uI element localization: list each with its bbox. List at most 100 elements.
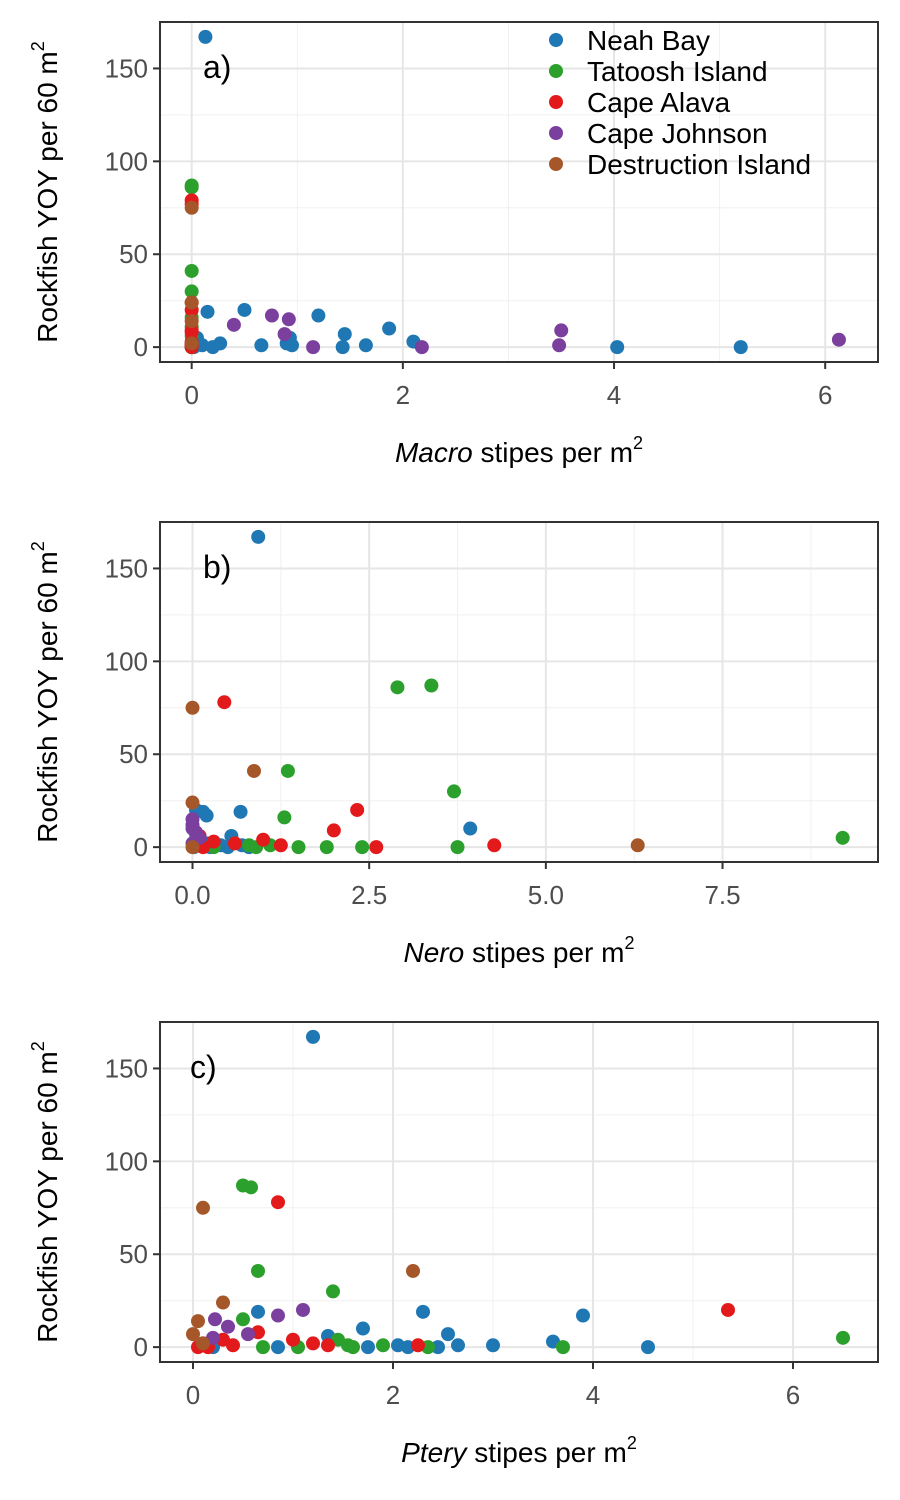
y-tick-label-a: 0 <box>134 332 148 362</box>
point-destruction-island-b <box>630 838 645 853</box>
point-cape-alava-c <box>286 1332 300 1347</box>
point-neah-bay-b <box>463 821 478 836</box>
point-neah-bay-a <box>284 338 299 353</box>
legend-marker-destruction-island <box>549 157 563 171</box>
point-neah-bay-c <box>416 1304 430 1319</box>
ticks-a: 0 2 4 6 0 50 100 150 <box>105 53 833 410</box>
point-neah-bay-c <box>431 1340 445 1355</box>
legend-marker-cape-alava <box>549 95 563 109</box>
point-neah-bay-a <box>205 340 220 355</box>
panel-label-b: b) <box>203 549 231 585</box>
point-destruction-island-b <box>185 795 200 810</box>
plot-border-c <box>159 1021 879 1363</box>
point-cape-alava-b <box>487 838 502 853</box>
point-tatoosh-island-b <box>390 680 405 695</box>
y-axis-label-b: Rockfish YOY per 60 m2 <box>28 541 63 843</box>
point-neah-bay-c <box>441 1327 455 1342</box>
plot-border-a <box>159 21 879 363</box>
panel-c: 0 2 4 6 0 50 100 150 c) Ptery stipes per m2 Roc… <box>28 1021 879 1468</box>
point-tatoosh-island-c <box>251 1263 265 1278</box>
point-neah-bay-a <box>358 338 373 353</box>
point-tatoosh-island-b <box>424 678 439 693</box>
legend-label-tatoosh-island: Tatoosh Island <box>587 56 768 87</box>
legend-label-neah-bay: Neah Bay <box>587 25 710 56</box>
point-neah-bay-c <box>576 1308 590 1323</box>
point-neah-bay-c <box>271 1340 285 1355</box>
legend-label-cape-johnson: Cape Johnson <box>587 118 768 149</box>
point-cape-alava-b <box>206 834 221 849</box>
point-neah-bay-c <box>641 1340 655 1355</box>
point-destruction-island-b <box>246 763 261 778</box>
point-neah-bay-c <box>486 1338 500 1353</box>
x-tick-label-b: 2.5 <box>351 880 387 910</box>
point-cape-johnson-a <box>831 332 846 347</box>
point-cape-johnson-c <box>221 1319 235 1334</box>
point-cape-alava-b <box>326 823 341 838</box>
point-neah-bay-a <box>200 304 215 319</box>
point-neah-bay-c <box>356 1321 370 1336</box>
point-neah-bay-c <box>306 1029 320 1044</box>
point-tatoosh-island-c <box>256 1340 270 1355</box>
x-axis-label-c: Ptery stipes per m2 <box>401 1433 637 1468</box>
point-neah-bay-a <box>382 321 397 336</box>
point-tatoosh-island-b <box>291 840 306 855</box>
legend-label-destruction-island: Destruction Island <box>587 149 811 180</box>
x-tick-label-b: 0.0 <box>174 880 210 910</box>
x-tick-label-a: 6 <box>818 380 832 410</box>
point-neah-bay-a <box>335 340 350 355</box>
y-tick-label-c: 150 <box>105 1053 148 1083</box>
point-tatoosh-island-a <box>184 180 199 195</box>
point-cape-johnson-c <box>208 1312 222 1327</box>
point-tatoosh-island-b <box>277 810 292 825</box>
point-cape-johnson-a <box>281 312 296 327</box>
point-cape-johnson-a <box>226 317 241 332</box>
point-neah-bay-a <box>610 340 625 355</box>
point-cape-alava-b <box>256 832 271 847</box>
point-tatoosh-island-c <box>326 1284 340 1299</box>
point-cape-alava-b <box>273 838 288 853</box>
point-destruction-island-c <box>191 1314 205 1329</box>
point-destruction-island-a <box>184 314 199 329</box>
point-neah-bay-a <box>311 308 326 323</box>
point-destruction-island-c <box>406 1263 420 1278</box>
point-destruction-island-c <box>196 1200 210 1215</box>
point-cape-alava-c <box>321 1338 335 1353</box>
y-tick-label-c: 50 <box>119 1239 148 1269</box>
x-tick-label-a: 2 <box>396 380 410 410</box>
y-axis-label-a: Rockfish YOY per 60 m2 <box>28 41 63 343</box>
point-cape-alava-c <box>411 1338 425 1353</box>
point-cape-johnson-a <box>264 308 279 323</box>
y-tick-label-b: 0 <box>134 832 148 862</box>
point-tatoosh-island-b <box>355 840 370 855</box>
point-destruction-island-c <box>216 1295 230 1310</box>
point-tatoosh-island-c <box>376 1338 390 1353</box>
point-cape-alava-b <box>369 840 384 855</box>
point-cape-alava-b <box>350 802 365 817</box>
y-tick-label-b: 100 <box>105 646 148 676</box>
plot-area-b <box>160 522 878 862</box>
x-tick-label-a: 4 <box>607 380 621 410</box>
point-cape-johnson-a <box>554 323 569 338</box>
plot-border-b <box>159 521 879 863</box>
point-cape-johnson-c <box>241 1327 255 1342</box>
y-tick-label-a: 50 <box>119 239 148 269</box>
point-neah-bay-a <box>337 327 352 342</box>
point-neah-bay-a <box>254 338 269 353</box>
point-destruction-island-c <box>196 1336 210 1351</box>
point-tatoosh-island-b <box>835 830 850 845</box>
point-cape-johnson-a <box>552 338 567 353</box>
point-tatoosh-island-c <box>556 1340 570 1355</box>
point-neah-bay-c <box>451 1338 465 1353</box>
y-tick-label-b: 150 <box>105 553 148 583</box>
y-tick-label-c: 0 <box>134 1332 148 1362</box>
point-destruction-island-a <box>184 295 199 310</box>
panel-label-c: c) <box>190 1049 217 1085</box>
x-tick-label-b: 5.0 <box>528 880 564 910</box>
point-destruction-island-a <box>184 200 199 215</box>
y-tick-label-c: 100 <box>105 1146 148 1176</box>
point-tatoosh-island-c <box>244 1180 258 1195</box>
panel-a: 0 2 4 6 0 50 100 150 a) Macro stipes per m2 Roc… <box>28 21 879 468</box>
point-neah-bay-a <box>237 302 252 317</box>
point-cape-alava-c <box>271 1195 285 1210</box>
point-destruction-island-a <box>184 336 199 351</box>
